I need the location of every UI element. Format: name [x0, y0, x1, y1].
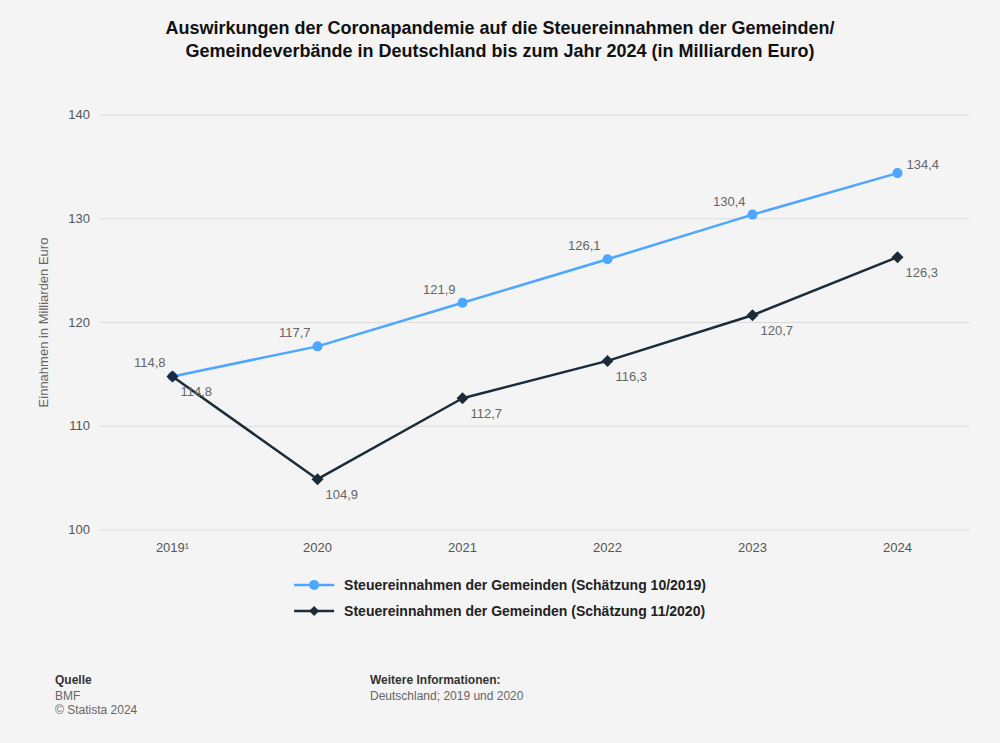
legend-label: Steuereinnahmen der Gemeinden (Schätzung…	[344, 603, 705, 619]
data-label: 126,1	[568, 238, 601, 253]
x-tick-label: 2022	[593, 540, 622, 555]
plot-area	[100, 115, 970, 530]
chart: Auswirkungen der Coronapandemie auf die …	[0, 0, 1000, 743]
y-tick-label: 120	[68, 315, 90, 330]
data-label: 121,9	[423, 282, 456, 297]
y-axis-label: Einnahmen in Milliarden Euro	[36, 238, 51, 408]
marker	[747, 309, 759, 321]
background	[0, 0, 1000, 743]
y-tick-label: 100	[68, 522, 90, 537]
marker	[748, 210, 758, 220]
y-tick-label: 130	[68, 211, 90, 226]
title-line: Gemeindeverbände in Deutschland bis zum …	[185, 41, 814, 61]
grid-line	[100, 530, 970, 531]
x-tick-label: 2020	[303, 540, 332, 555]
series-group	[167, 168, 904, 485]
legend-marker	[309, 606, 319, 616]
footer-text: BMF	[55, 689, 80, 703]
y-tick-label: 140	[68, 107, 90, 122]
footer-heading: Quelle	[55, 673, 92, 687]
title-line: Auswirkungen der Coronapandemie auf die …	[165, 18, 834, 38]
marker	[313, 341, 323, 351]
footer-heading: Weitere Informationen:	[370, 673, 500, 687]
data-label: 112,7	[471, 406, 503, 421]
marker	[602, 355, 614, 367]
series-line	[173, 173, 898, 376]
marker	[892, 251, 904, 263]
data-label: 116,3	[616, 369, 648, 384]
x-tick-label: 2024	[883, 540, 912, 555]
data-label: 126,3	[906, 265, 939, 280]
grid-line	[100, 115, 970, 116]
legend-marker	[309, 580, 319, 590]
data-label: 120,7	[761, 323, 794, 338]
data-label: 104,9	[326, 487, 359, 502]
grid-line	[100, 218, 970, 219]
marker	[457, 392, 469, 404]
marker	[167, 370, 179, 382]
x-tick-label: 2019¹	[156, 540, 190, 555]
legend-item: Steuereinnahmen der Gemeinden (Schätzung…	[294, 603, 705, 619]
title: Auswirkungen der Coronapandemie auf die …	[165, 18, 834, 61]
data-label: 134,4	[907, 157, 940, 172]
marker	[312, 473, 324, 485]
grid-line	[100, 322, 970, 323]
y-tick-label: 110	[69, 418, 90, 433]
marker	[603, 254, 613, 264]
marker	[893, 168, 903, 178]
data-label: 114,8	[134, 355, 166, 370]
footer-text: Deutschland; 2019 und 2020	[370, 689, 524, 703]
x-tick-label: 2023	[738, 540, 767, 555]
legend-label: Steuereinnahmen der Gemeinden (Schätzung…	[344, 577, 706, 593]
series-line	[173, 257, 898, 479]
data-label: 130,4	[713, 194, 746, 209]
data-label: 117,7	[279, 325, 311, 340]
marker	[458, 298, 468, 308]
data-label: 114,8	[181, 384, 213, 399]
grid-line	[100, 426, 970, 427]
x-tick-label: 2021	[448, 540, 477, 555]
legend-item: Steuereinnahmen der Gemeinden (Schätzung…	[294, 577, 706, 593]
footer-text: © Statista 2024	[55, 703, 138, 717]
